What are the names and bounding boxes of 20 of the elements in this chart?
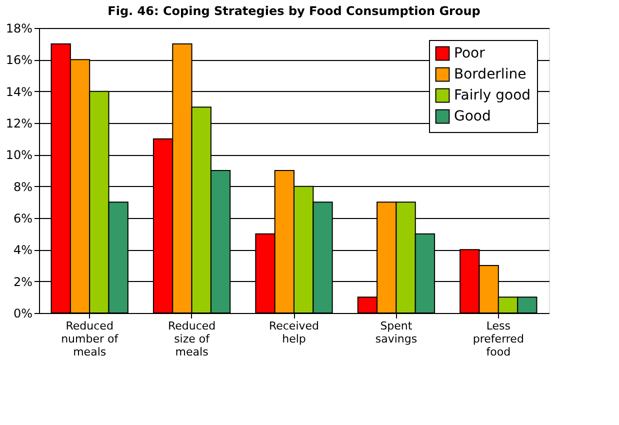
y-tick-label: 18%: [6, 22, 32, 36]
legend-label: Good: [454, 108, 491, 124]
legend-label: Fairly good: [454, 88, 531, 104]
legend-label: Borderline: [454, 66, 526, 82]
y-tick-label: 4%: [13, 243, 32, 258]
x-tick-label: Less preferred food: [472, 320, 524, 358]
y-tick-label: 6%: [13, 212, 32, 226]
x-tick-label: Received help: [268, 320, 320, 346]
x-tick-label: Reduced number of meals: [61, 320, 120, 358]
chart-title: Fig. 46: Coping Strategies by Food Consumption Group: [108, 4, 481, 18]
y-tick-label: 10%: [6, 148, 32, 162]
y-tick-label: 8%: [13, 180, 32, 194]
legend-label: Poor: [454, 46, 486, 62]
y-tick-label: 12%: [6, 116, 32, 130]
y-tick-label: 2%: [13, 274, 32, 289]
y-tick-label: 0%: [13, 306, 32, 320]
x-tick-label: Reduced size of meals: [168, 320, 216, 358]
y-tick-label: 14%: [6, 84, 32, 99]
x-tick-label: Spent savings: [375, 320, 418, 346]
y-tick-label: 16%: [6, 53, 32, 68]
